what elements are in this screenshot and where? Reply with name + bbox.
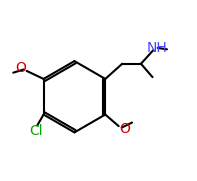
Text: Cl: Cl <box>30 124 43 138</box>
Text: NH: NH <box>147 41 167 55</box>
Text: O: O <box>15 61 26 75</box>
Text: O: O <box>120 122 131 136</box>
